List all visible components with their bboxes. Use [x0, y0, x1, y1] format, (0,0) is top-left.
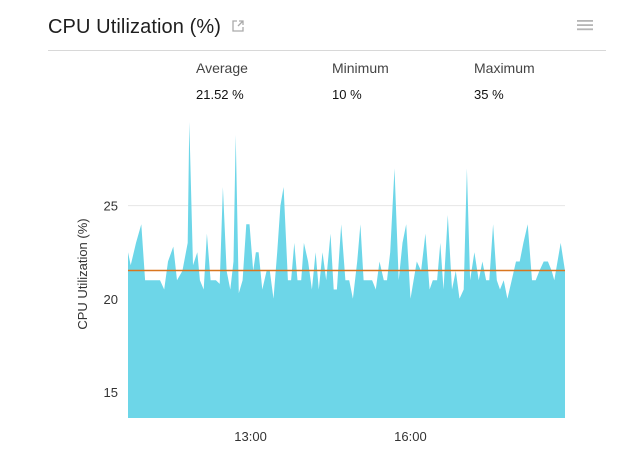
stat-minimum: Minimum 10 %: [332, 60, 389, 102]
y-tick-label-25: 25: [104, 199, 118, 214]
area-series-0: [128, 121, 565, 419]
y-tick-label-20: 20: [104, 292, 118, 307]
hamburger-menu-icon[interactable]: [576, 17, 594, 33]
stat-average-label: Average: [196, 60, 248, 76]
stat-maximum: Maximum 35 %: [474, 60, 535, 102]
y-axis-label: CPU Utilization (%): [75, 218, 90, 329]
x-tick-label-1: 16:00: [394, 429, 427, 444]
stat-minimum-value: 10 %: [332, 87, 362, 102]
stat-maximum-label: Maximum: [474, 60, 535, 76]
stat-average-value: 21.52 %: [196, 87, 244, 102]
y-tick-label-15: 15: [104, 385, 118, 400]
stat-maximum-value: 35 %: [474, 87, 504, 102]
hamburger-menu-icon-svg: [577, 20, 593, 31]
x-tick-label-0: 13:00: [234, 429, 267, 444]
widget-title: CPU Utilization (%): [48, 16, 222, 38]
external-link-icon[interactable]: [230, 18, 246, 34]
stat-average: Average 21.52 %: [196, 60, 248, 102]
external-link-icon-svg: [232, 20, 244, 32]
stat-minimum-label: Minimum: [332, 60, 389, 76]
widget-header: CPU Utilization (%): [48, 8, 606, 51]
